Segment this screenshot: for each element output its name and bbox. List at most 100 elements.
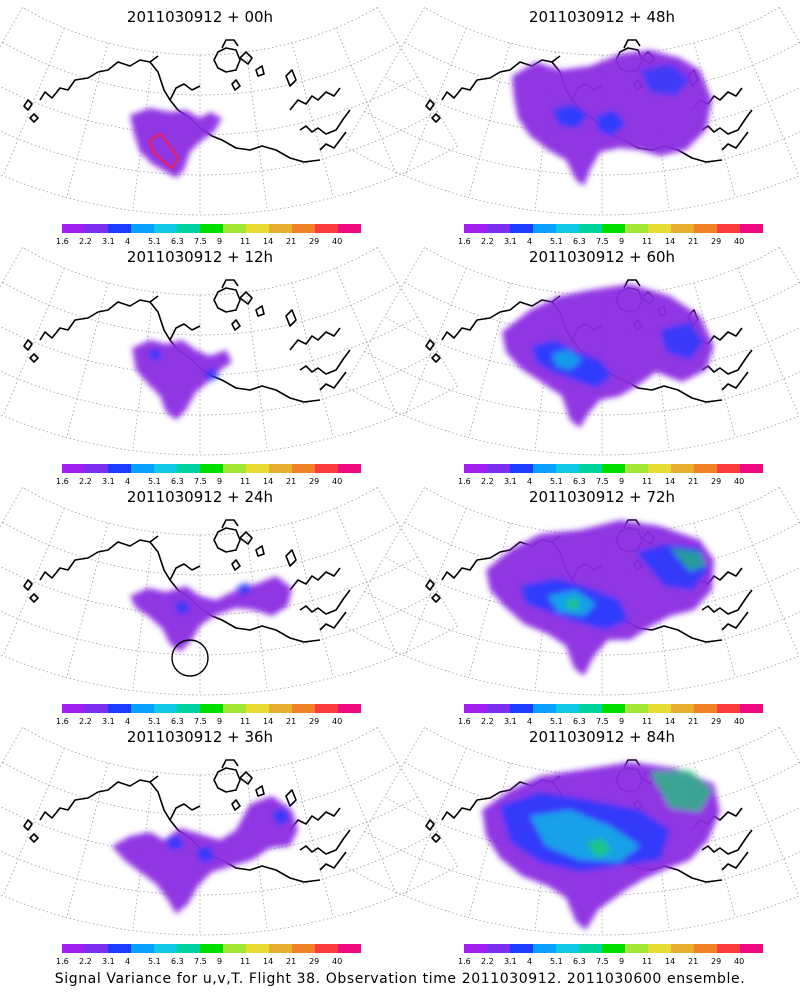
coast-segment [231,79,241,91]
colorbar-swatch [292,704,315,713]
longitude-line [404,267,467,416]
forecast-panel: 2011030912 + 12h 1.6 2.2 3.1 4 5.1 6.3 7.5 9 11 14… [0,247,458,486]
colorbar-swatch [269,224,292,233]
colorbar-label: 21 [688,237,698,246]
colorbar-label: 9 [217,957,222,966]
longitude-line [2,747,65,896]
colorbar-swatch [200,464,223,473]
colorbar-swatch [625,944,648,953]
latitude-line [0,316,418,376]
longitude-line [377,7,458,147]
colorbar-label: 14 [665,477,675,486]
panel-title: 2011030912 + 60h [529,248,675,266]
colorbar-label: 9 [217,237,222,246]
colorbar-label: 1.6 [56,237,69,246]
longitude-line [245,771,268,931]
coastline [23,279,351,403]
longitude-line [0,247,23,288]
coastline [23,39,351,163]
longitude-line [404,747,467,896]
colorbar-label: 11 [240,477,250,486]
latitude-line [384,316,800,376]
colorbar-label: 5.1 [148,717,161,726]
coast-segment [623,39,641,49]
colorbar: 1.6 2.2 3.1 4 5.1 6.3 7.5 9 11 14 21 29 40 [56,944,361,966]
coast-segment [701,349,753,375]
colorbar-swatch [510,464,533,473]
highlight-circle [171,639,209,677]
coast-segment [149,61,321,163]
map [0,727,458,936]
latitude-line [0,556,418,616]
longitude-line [291,762,334,918]
colorbar-swatch [487,704,510,713]
colorbar-label: 7.5 [194,957,207,966]
longitude-line [779,247,800,284]
colorbar-swatch [671,464,694,473]
longitude-line [0,727,23,768]
colorbar: 1.6 2.2 3.1 4 5.1 6.3 7.5 9 11 14 21 29 40 [458,224,763,246]
variance-shading [130,576,292,652]
latitude-line [424,7,780,56]
variance-shading [482,762,720,930]
colorbar-label: 5.1 [148,237,161,246]
colorbar-label: 7.5 [194,237,207,246]
colorbar-swatch [223,944,246,953]
colorbar-label: 7.5 [194,477,207,486]
colorbar-swatch [315,224,338,233]
colorbar-label: 21 [688,717,698,726]
variance-region [236,582,252,596]
colorbar-swatch [62,704,85,713]
colorbar-swatch [154,224,177,233]
coast-segment [239,291,253,305]
colorbar-label: 14 [665,237,675,246]
colorbar-label: 40 [332,477,342,486]
colorbar-label: 6.3 [573,477,586,486]
colorbar-swatch [292,224,315,233]
colorbar-swatch [487,224,510,233]
latitude-line [364,111,800,176]
coast-segment [431,593,441,603]
coast-segment [221,759,239,769]
coast-segment [239,771,253,785]
colorbar-label: 1.6 [56,477,69,486]
colorbar-label: 9 [619,957,624,966]
colorbar-swatch [223,704,246,713]
colorbar-swatch [85,224,108,233]
coast-segment [425,339,435,351]
colorbar-swatch [131,944,154,953]
coast-segment [299,589,351,615]
colorbar-label: 21 [688,477,698,486]
colorbar-label: 29 [711,477,721,486]
colorbar-label: 14 [263,237,273,246]
colorbar-swatch [510,224,533,233]
colorbar-swatch [177,464,200,473]
colorbar-swatch [85,704,108,713]
colorbar-label: 29 [309,237,319,246]
colorbar-label: 9 [619,477,624,486]
colorbar-swatch [602,224,625,233]
colorbar-label: 29 [711,237,721,246]
colorbar-swatch [338,464,361,473]
colorbar-label: 4 [125,717,130,726]
longitude-line [404,27,467,176]
coast-segment [213,47,241,73]
colorbar-label: 21 [286,957,296,966]
variance-region [596,110,626,136]
longitude-line [335,27,398,176]
longitude-line [693,762,736,918]
colorbar-label: 4 [527,237,532,246]
colorbar-swatch [269,944,292,953]
coast-segment [721,131,749,151]
colorbar-label: 2.2 [481,717,494,726]
colorbar-swatch [740,224,763,233]
colorbar-swatch [556,704,579,713]
colorbar-swatch [648,464,671,473]
variance-region [272,808,290,826]
latitude-line [0,385,458,456]
variance-region [640,64,690,96]
longitude-line [344,7,425,147]
coast-segment [231,799,241,811]
colorbar-swatch [579,944,602,953]
colorbar-swatch [510,944,533,953]
